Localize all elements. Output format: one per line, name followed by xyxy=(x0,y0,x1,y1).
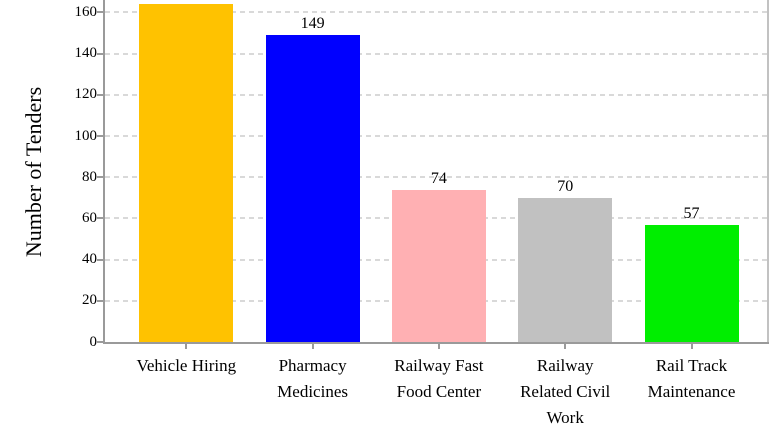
category-label-rail-track-maintenance: Rail Track Maintenance xyxy=(622,353,762,405)
y-tick-140 xyxy=(97,52,104,55)
category-label-line: Maintenance xyxy=(647,382,736,401)
y-tick-0 xyxy=(97,341,104,343)
category-label-line: Medicines xyxy=(277,382,348,401)
y-tick-label-120: 120 xyxy=(74,86,98,103)
value-label-pharmacy-medicines: 149 xyxy=(300,15,325,33)
y-tick-label-140: 140 xyxy=(74,45,98,62)
category-label-line: Food Center xyxy=(396,382,482,401)
category-label-railway-fast-food-center: Railway Fast Food Center xyxy=(369,353,509,405)
right-spine xyxy=(767,0,769,342)
y-tick-label-60: 60 xyxy=(82,209,97,226)
value-label-railway-fast-food-center: 74 xyxy=(430,169,447,187)
y-tick-label-0: 0 xyxy=(89,333,98,350)
y-tick-label-40: 40 xyxy=(82,251,97,268)
category-label-railway-related-civil-work: Railway Related Civil Work xyxy=(495,353,635,431)
category-label-line: Related Civil xyxy=(520,382,611,401)
bar-railway-fast-food-center xyxy=(391,189,486,342)
y-tick-20 xyxy=(97,299,104,302)
value-label-vehicle-hiring: 164 xyxy=(146,0,226,1)
y-tick-160 xyxy=(97,11,104,14)
category-label-line: Work xyxy=(546,408,584,427)
gridline-160 xyxy=(105,11,767,14)
x-tick-pharmacy-medicines xyxy=(311,344,314,349)
y-tick-label-20: 20 xyxy=(82,292,97,309)
y-tick-60 xyxy=(97,217,104,220)
category-label-line: Pharmacy xyxy=(278,356,347,375)
x-tick-vehicle-hiring xyxy=(185,344,188,349)
value-label-rail-track-maintenance: 57 xyxy=(683,204,700,222)
gridline-140 xyxy=(105,52,767,55)
x-tick-railway-fast-food-center xyxy=(437,344,440,349)
y-tick-label-160: 160 xyxy=(74,3,98,20)
category-label-vehicle-hiring: Vehicle Hiring xyxy=(116,353,256,379)
gridline-100 xyxy=(105,135,767,138)
gridline-80 xyxy=(105,176,767,179)
category-label-pharmacy-medicines: Pharmacy Medicines xyxy=(243,353,383,405)
y-axis-title: Number of Tenders xyxy=(21,86,46,258)
category-label-line: Railway Fast xyxy=(394,356,484,375)
x-tick-railway-related-civil-work xyxy=(564,344,567,349)
x-axis-spine xyxy=(103,342,769,344)
category-label-line: Railway xyxy=(536,356,594,375)
y-tick-100 xyxy=(97,135,104,138)
bar-pharmacy-medicines xyxy=(265,35,360,342)
gridline-120 xyxy=(105,93,767,96)
y-tick-label-80: 80 xyxy=(82,168,97,185)
x-tick-rail-track-maintenance xyxy=(690,344,693,349)
y-tick-120 xyxy=(97,93,104,96)
bar-vehicle-hiring xyxy=(139,4,234,342)
y-tick-label-100: 100 xyxy=(74,127,98,144)
y-tick-40 xyxy=(97,258,104,261)
category-label-line: Vehicle Hiring xyxy=(136,356,237,375)
value-label-railway-related-civil-work: 70 xyxy=(557,177,574,195)
y-tick-80 xyxy=(97,176,104,179)
bar-rail-track-maintenance xyxy=(644,224,739,342)
bar-railway-related-civil-work xyxy=(518,197,613,342)
y-axis-spine xyxy=(103,0,105,344)
category-label-line: Rail Track xyxy=(655,356,728,375)
